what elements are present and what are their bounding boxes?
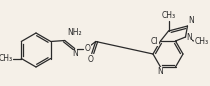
Text: Cl: Cl: [151, 37, 159, 45]
Text: O: O: [85, 44, 91, 53]
Text: N: N: [72, 50, 78, 58]
Text: N: N: [186, 33, 192, 42]
Text: NH₂: NH₂: [68, 28, 82, 37]
Text: CH₃: CH₃: [161, 11, 176, 20]
Text: O: O: [88, 55, 94, 64]
Text: N: N: [189, 16, 194, 25]
Text: N: N: [158, 67, 163, 76]
Text: CH₃: CH₃: [194, 37, 209, 45]
Text: CH₃: CH₃: [0, 54, 12, 63]
